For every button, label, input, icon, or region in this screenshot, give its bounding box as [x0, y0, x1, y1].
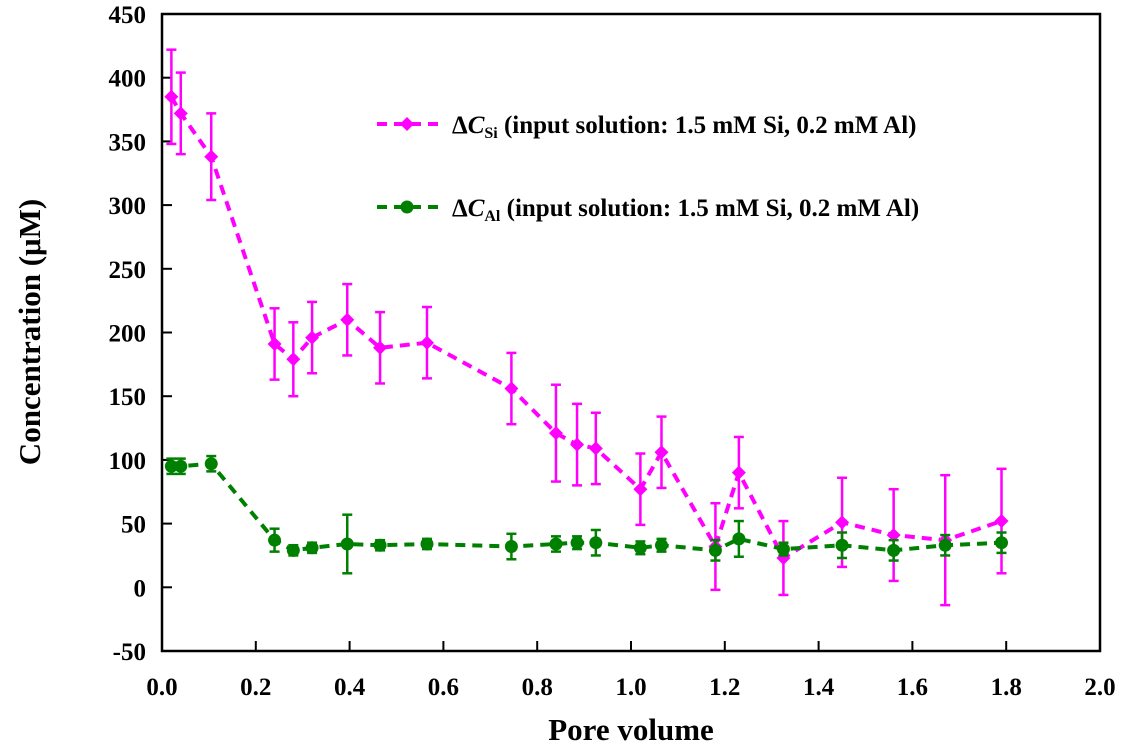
data-point-al [654, 538, 668, 552]
data-point-si [588, 441, 603, 456]
data-point-al [570, 536, 584, 550]
y-tick-label: 50 [121, 512, 146, 539]
x-tick-labels: 0.0 0.2 0.4 0.6 0.8 1.0 1.2 1.4 1.6 1.8 2.0 [146, 674, 1115, 701]
data-point-al [708, 543, 722, 557]
data-point-al [340, 537, 354, 551]
y-tick-label: 0 [134, 575, 147, 602]
x-axis-title: Pore volume [548, 712, 714, 747]
legend-label-al: ΔCAl (input solution: 1.5 mM Si, 0.2 mM … [452, 195, 919, 225]
legend-item-al: ΔCAl (input solution: 1.5 mM Si, 0.2 mM … [377, 195, 919, 225]
y-tick-label: 150 [109, 384, 147, 411]
x-tick-label: 0.0 [146, 674, 177, 701]
data-point-al [268, 533, 282, 547]
data-point-al [204, 457, 218, 471]
data-point-al [305, 541, 319, 555]
data-point-si [373, 340, 388, 355]
axis-ticks [161, 13, 1101, 652]
x-tick-label: 1.4 [803, 674, 835, 701]
data-point-al [164, 459, 178, 473]
x-tick-label: 0.4 [334, 674, 366, 701]
x-tick-label: 1.0 [615, 674, 646, 701]
y-tick-label: 200 [109, 321, 147, 348]
data-point-si [633, 482, 648, 497]
data-point-si [267, 336, 282, 351]
data-point-al [420, 537, 434, 551]
legend: ΔCSi (input solution: 1.5 mM Si, 0.2 mM … [377, 112, 919, 225]
series-al [164, 454, 1009, 575]
data-point-al [589, 536, 603, 550]
data-point-si [835, 515, 850, 530]
data-point-al [549, 537, 563, 551]
data-point-al [938, 538, 952, 552]
data-point-al [633, 541, 647, 555]
y-tick-label: 450 [109, 2, 147, 29]
series-line-al [171, 461, 1002, 553]
series-layer [164, 48, 1009, 607]
y-tick-label: -50 [113, 639, 146, 666]
data-point-si [305, 330, 320, 345]
data-point-si [164, 89, 179, 104]
data-point-al [373, 538, 387, 552]
data-point-si [173, 106, 188, 121]
x-tick-label: 1.2 [709, 674, 740, 701]
legend-marker-si [400, 117, 414, 131]
data-point-al [835, 538, 849, 552]
series-line-si [169, 95, 1003, 561]
legend-item-si: ΔCSi (input solution: 1.5 mM Si, 0.2 mM … [377, 112, 917, 142]
y-tick-label: 400 [109, 66, 147, 93]
data-point-al [732, 532, 746, 546]
plot-area [160, 12, 1102, 653]
data-point-si [654, 445, 669, 460]
data-point-al [174, 459, 188, 473]
data-point-al [995, 536, 1009, 550]
data-point-si [504, 381, 519, 396]
data-point-al [286, 543, 300, 557]
x-tick-label: 0.6 [428, 674, 459, 701]
data-point-al [504, 540, 518, 554]
x-tick-label: 0.8 [522, 674, 553, 701]
legend-label-si: ΔCSi (input solution: 1.5 mM Si, 0.2 mM … [452, 112, 917, 142]
y-tick-labels: -50 0 50 100 150 200 250 300 350 400 450 [109, 2, 147, 666]
data-point-al [776, 542, 790, 556]
legend-marker-al [400, 200, 414, 214]
x-tick-label: 1.8 [991, 674, 1022, 701]
data-point-si [286, 352, 301, 367]
x-tick-label: 0.2 [240, 674, 271, 701]
data-point-al [887, 543, 901, 557]
data-point-si [570, 437, 585, 452]
y-tick-label: 350 [109, 129, 147, 156]
data-point-si [419, 335, 434, 350]
x-tick-label: 2.0 [1084, 674, 1115, 701]
data-point-si [340, 312, 355, 327]
y-axis-title: Concentration (μM) [12, 199, 47, 465]
data-point-si [548, 426, 563, 441]
data-point-si [886, 528, 901, 543]
data-point-si [204, 149, 219, 164]
x-tick-label: 1.6 [897, 674, 928, 701]
y-tick-label: 300 [109, 193, 147, 220]
data-point-si [731, 465, 746, 480]
data-point-si [994, 514, 1009, 529]
y-tick-label: 250 [109, 257, 147, 284]
y-tick-label: 100 [109, 448, 147, 475]
